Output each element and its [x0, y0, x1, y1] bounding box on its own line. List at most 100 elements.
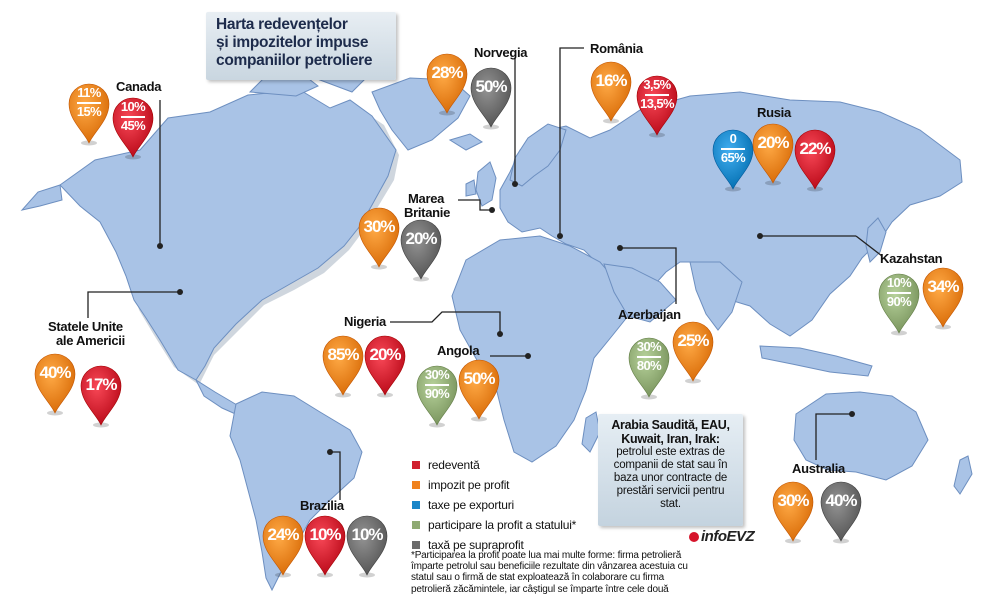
map-pin-icon [636, 75, 678, 138]
uk-pin-impozit: 30% [356, 206, 402, 270]
australia-pin-impozit: 30% [770, 480, 816, 544]
footnote-line: împarte petrolul sau beneficiile rezulta… [411, 561, 688, 573]
label-norvegia: Norvegia [474, 45, 528, 60]
swatch-export [412, 501, 420, 509]
brazilia-pin-redeventa: 10% [302, 514, 348, 578]
canada-pin-participare: 11% 15% [66, 82, 112, 146]
arabia-body-1: petrolul este extras de [616, 446, 725, 458]
legend-item-participare: participare la profit a statului* [412, 515, 576, 535]
swatch-redeventa [412, 461, 420, 469]
infoevz-logo: infoEVZ [689, 528, 755, 545]
north-america [59, 89, 397, 381]
map-pin-icon [458, 359, 500, 422]
label-rusia: Rusia [757, 105, 791, 120]
angola-pin-impozit: 50% [456, 358, 502, 422]
pin-value-top: 10% [120, 99, 146, 114]
pin-value: 10% [309, 525, 341, 544]
arabia [603, 263, 677, 323]
swatch-participare [412, 521, 420, 529]
brazilia-pin-supraprofit: 10% [344, 514, 390, 578]
title-line-3: companiilor petroliere [216, 52, 373, 69]
label-marea-britanie-1: Marea [408, 191, 445, 206]
azerbaijan-pin-impozit: 25% [670, 320, 716, 384]
pin-divider [721, 148, 745, 150]
arabia-title-2: Kuwait, Iran, Irak: [621, 432, 720, 446]
label-brazilia: Brazilia [300, 498, 344, 513]
rusia-pin-redeventa: 22% [792, 128, 838, 192]
pin-value-top: 11% [77, 85, 101, 100]
pin-value-bottom: 90% [886, 294, 912, 309]
label-sua-1: Statele Unite [48, 319, 123, 334]
map-pin-icon [34, 353, 76, 416]
pin-value: 16% [595, 71, 627, 90]
label-angola: Angola [437, 343, 480, 358]
map-pin-icon [794, 129, 836, 192]
legend-item-redeventa: redeventă [412, 455, 576, 475]
pin-value: 28% [431, 63, 463, 82]
map-pin-icon [820, 481, 862, 544]
pin-value: 30% [363, 217, 395, 236]
legend: redeventă impozit pe profit taxe pe expo… [412, 455, 576, 555]
brazilia-pin-impozit: 24% [260, 514, 306, 578]
arabia-title-1: Arabia Saudită, EAU, [611, 418, 730, 432]
legend-label: taxă pe supraprofit [428, 538, 524, 552]
title-box: Harta redevențelor și impozitelor impuse… [206, 12, 396, 80]
map-pin-icon [752, 123, 794, 186]
romania-pin-redeventa: 3,5% 13,5% [634, 74, 680, 138]
pin-value: 20% [757, 133, 789, 152]
arabia-body-3: baza unor contracte de [613, 472, 728, 484]
label-sua-2: ale Americii [56, 333, 125, 348]
logo-mark-icon [689, 531, 699, 542]
logo-text: infoEVZ [701, 528, 755, 545]
arabia-body-5: stat. [660, 498, 681, 510]
map-pin-icon [112, 97, 154, 160]
map-pin-icon [426, 53, 468, 116]
map-pin-icon [364, 335, 406, 398]
pin-value: 24% [267, 525, 299, 544]
pin-divider [121, 116, 145, 118]
pin-value: 40% [39, 363, 71, 382]
pin-value: 22% [799, 139, 831, 158]
map-pin-icon [672, 321, 714, 384]
footnote-line: statul sau o firmă de stat exploatează î… [411, 572, 664, 584]
norvegia-pin-impozit: 28% [424, 52, 470, 116]
pin-value-bottom: 90% [424, 386, 450, 401]
pin-value: 10% [351, 525, 383, 544]
map-pin-icon [400, 219, 442, 282]
label-australia: Australia [792, 461, 845, 476]
pin-value: 40% [825, 491, 857, 510]
label-kazahstan: Kazahstan [880, 251, 943, 266]
azerbaijan-pin-participare: 30% 80% [626, 336, 672, 400]
label-nigeria: Nigeria [344, 314, 386, 329]
canada-pin-redeventa: 10% 45% [110, 96, 156, 160]
rusia-pin-export: 0 65% [710, 128, 756, 192]
norvegia-pin-supraprofit: 50% [468, 66, 514, 130]
title-line-1: Harta redevențelor [216, 16, 348, 33]
arabia-box: Arabia Saudită, EAU, Kuwait, Iran, Irak:… [598, 414, 743, 526]
label-canada: Canada [116, 79, 162, 94]
legend-label: participare la profit a statului* [428, 518, 577, 532]
legend-label: impozit pe profit [428, 478, 510, 492]
arabia-body-4: prestări servicii pentru [616, 485, 725, 497]
map-pin-icon [80, 365, 122, 428]
swatch-impozit [412, 481, 420, 489]
pin-value: 20% [405, 229, 437, 248]
pin-value-bottom: 15% [76, 104, 102, 119]
pin-value-bottom: 13,5% [640, 96, 674, 111]
pin-value-top: 3,5% [643, 77, 671, 92]
map-pin-icon [712, 129, 754, 192]
pin-value-bottom: 80% [636, 358, 662, 373]
sua-pin-impozit: 40% [32, 352, 78, 416]
footnote-line: petrolieră zăcămintele, iar câștigul se … [411, 583, 669, 595]
pin-value-top: 30% [424, 367, 450, 382]
pin-value: 25% [677, 331, 709, 350]
legend-item-supraprofit: taxă pe supraprofit [412, 535, 576, 555]
angola-pin-participare: 30% 90% [414, 364, 460, 428]
pin-divider [887, 292, 911, 294]
alaska [20, 184, 63, 211]
map-pin-icon [772, 481, 814, 544]
madagascar [581, 411, 601, 453]
pin-value-top: 0 [729, 131, 737, 146]
